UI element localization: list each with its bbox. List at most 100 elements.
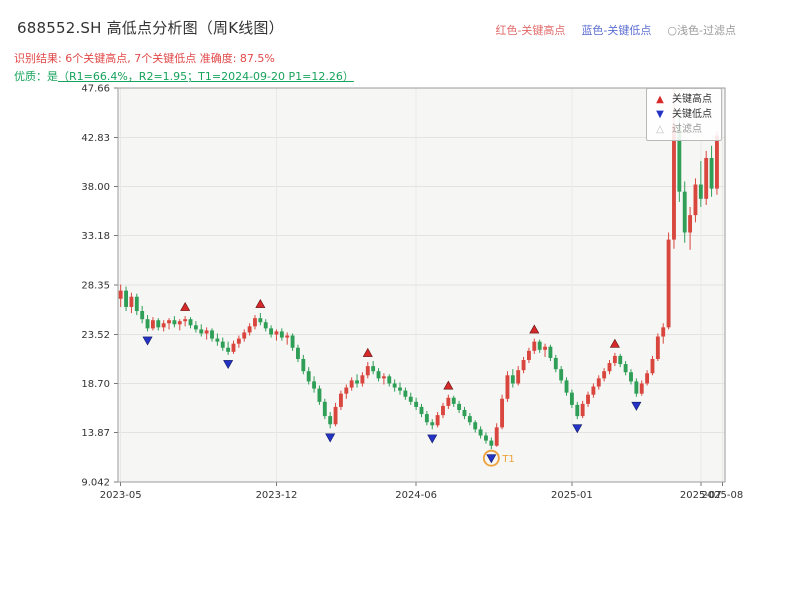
candle-body-up — [521, 359, 526, 371]
candle-body-down — [510, 375, 515, 384]
candle-body-down — [569, 392, 574, 405]
candle-body-up — [500, 398, 505, 428]
y-tick-label: 23.52 — [81, 330, 110, 341]
candle-body-up — [161, 323, 166, 328]
candle-body-down — [263, 322, 268, 329]
key-high-legend-icon: ▲ — [656, 94, 664, 105]
candle-body-up — [253, 318, 257, 327]
candle-body-up — [596, 378, 601, 387]
candle-body-down — [387, 376, 392, 384]
candle-body-down — [489, 440, 494, 446]
candle-body-up — [344, 387, 349, 394]
candle-body-up — [591, 386, 596, 395]
candle-body-down — [392, 383, 397, 388]
candle-body-up — [650, 358, 655, 374]
candle-body-up — [333, 406, 338, 425]
candle-body-up — [494, 427, 499, 446]
x-tick-label: 2023-12 — [256, 490, 298, 501]
candle-body-up — [661, 327, 666, 337]
candle-body-down — [414, 401, 419, 407]
candle-body-up — [183, 319, 188, 322]
candle-body-down — [419, 406, 424, 415]
candle-body-down — [473, 422, 478, 430]
color-key-legend: 红色-关键高点 蓝色-关键低点 ○浅色-过滤点 — [495, 22, 736, 38]
y-tick-label: 28.35 — [81, 281, 110, 292]
key-low-marker — [325, 433, 336, 443]
candle-body-down — [188, 319, 193, 326]
key-high-marker — [180, 302, 191, 311]
candle-body-up — [532, 341, 537, 351]
candle-body-down — [355, 380, 359, 384]
chart-legend-item: ▲ 关键高点 — [654, 93, 712, 106]
candle-body-down — [306, 371, 311, 382]
candle-body-up — [505, 375, 510, 399]
candle-body-up — [247, 326, 252, 333]
candle-body-down — [210, 330, 214, 339]
candle-body-up — [715, 135, 719, 189]
candle-body-up — [672, 125, 676, 240]
candle-body-down — [462, 409, 467, 417]
y-tick-label: 42.83 — [81, 133, 110, 144]
candle-body-down — [677, 125, 682, 192]
candle-body-down — [328, 416, 333, 425]
quality-prefix: 优质：是 — [14, 70, 58, 83]
y-tick-label: 13.87 — [81, 428, 110, 439]
candle-body-up — [693, 184, 698, 216]
color-key-item: 蓝色-关键低点 — [581, 24, 652, 37]
candle-body-up — [177, 321, 182, 325]
candle-body-down — [709, 157, 714, 189]
filtered-point-legend-icon: △ — [656, 124, 664, 135]
candle-body-down — [623, 364, 628, 373]
candle-body-up — [602, 371, 607, 379]
candle-body-up — [639, 383, 644, 394]
candle-body-up — [349, 380, 354, 388]
key-low-marker — [142, 336, 153, 346]
t1-circle — [482, 449, 500, 467]
candle-body-up — [516, 370, 521, 384]
key-low-marker — [427, 434, 438, 444]
quality-detail: （R1=66.4%，R2=1.95；T1=2024-09-20 P1=12.26… — [58, 70, 354, 83]
candle-body-down — [124, 290, 128, 307]
key-low-marker — [631, 401, 642, 411]
candle-body-down — [145, 319, 150, 329]
candle-body-down — [317, 388, 322, 402]
key-low-legend-icon: ▼ — [656, 109, 664, 120]
candle-body-up — [129, 296, 134, 307]
candle-body-up — [612, 355, 617, 364]
y-tick-label: 18.70 — [81, 379, 110, 390]
chart-legend-item: ▼ 关键低点 — [654, 108, 712, 121]
chart-legend-box: ▲ 关键高点 ▼ 关键低点 △ 过滤点 — [646, 88, 722, 141]
candle-body-down — [424, 414, 429, 423]
candle-body-up — [526, 350, 531, 360]
y-tick-label: 33.18 — [81, 231, 110, 242]
key-high-marker — [362, 347, 373, 357]
candle-body-down — [478, 429, 483, 436]
x-tick-label: 2025-01 — [551, 490, 593, 501]
candle-body-down — [682, 191, 687, 233]
candle-body-up — [274, 331, 279, 335]
candle-body-up — [285, 335, 290, 338]
candle-body-up — [645, 373, 650, 384]
candle-body-down — [156, 320, 161, 328]
x-tick-label: 2023-05 — [100, 490, 142, 501]
candle-body-down — [467, 416, 472, 423]
y-tick-label: 9.042 — [81, 478, 110, 489]
candle-body-up — [236, 338, 241, 344]
candle-body-down — [279, 331, 284, 338]
candle-body-up — [441, 405, 445, 416]
candle-body-down — [457, 403, 462, 410]
y-tick-label: 38.00 — [81, 182, 110, 193]
plot-frame — [117, 87, 726, 483]
candle-body-up — [586, 394, 590, 404]
x-tick-label: 2024-06 — [395, 490, 437, 501]
candle-body-up — [118, 290, 123, 299]
chart-legend-label: 关键高点 — [672, 94, 712, 105]
candle-body-down — [548, 346, 553, 358]
candle-body-up — [167, 320, 171, 324]
candle-body-up — [381, 376, 386, 379]
candle-body-down — [376, 371, 381, 379]
key-low-marker — [572, 424, 583, 434]
candle-body-down — [220, 341, 225, 348]
candle-body-down — [559, 369, 564, 381]
candle-body-down — [134, 296, 139, 312]
